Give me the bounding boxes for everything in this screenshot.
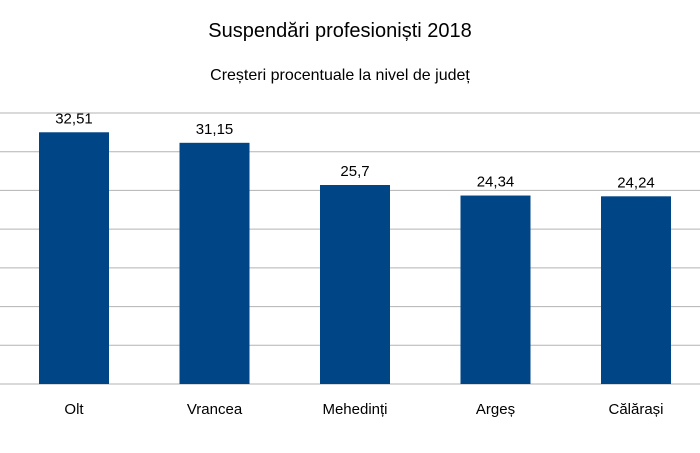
data-label: 32,51	[55, 110, 93, 127]
category-label: Călărași	[608, 401, 663, 418]
chart-title: Suspendări profesioniști 2018	[208, 20, 472, 42]
bar-argeș	[460, 195, 531, 384]
data-label: 24,34	[477, 174, 515, 191]
grid-lines	[0, 112, 700, 385]
data-label: 25,7	[340, 163, 369, 180]
category-label: Argeș	[476, 401, 515, 418]
category-label: Vrancea	[187, 401, 243, 418]
bar-mehedinți	[320, 185, 390, 384]
data-label: 24,24	[617, 174, 655, 191]
bar-călărași	[601, 196, 671, 384]
data-labels: 32,51 31,15 25,7 24,34 24,24	[55, 110, 655, 191]
category-label: Olt	[64, 401, 84, 418]
category-labels: Olt Vrancea Mehedinți Argeș Călărași	[64, 401, 663, 418]
category-label: Mehedinți	[322, 401, 387, 418]
bar-olt	[39, 132, 109, 384]
bars	[39, 132, 671, 384]
bar-vrancea	[179, 142, 250, 384]
chart-subtitle: Creșteri procentuale la nivel de județ	[210, 67, 470, 84]
data-label: 31,15	[196, 121, 234, 138]
